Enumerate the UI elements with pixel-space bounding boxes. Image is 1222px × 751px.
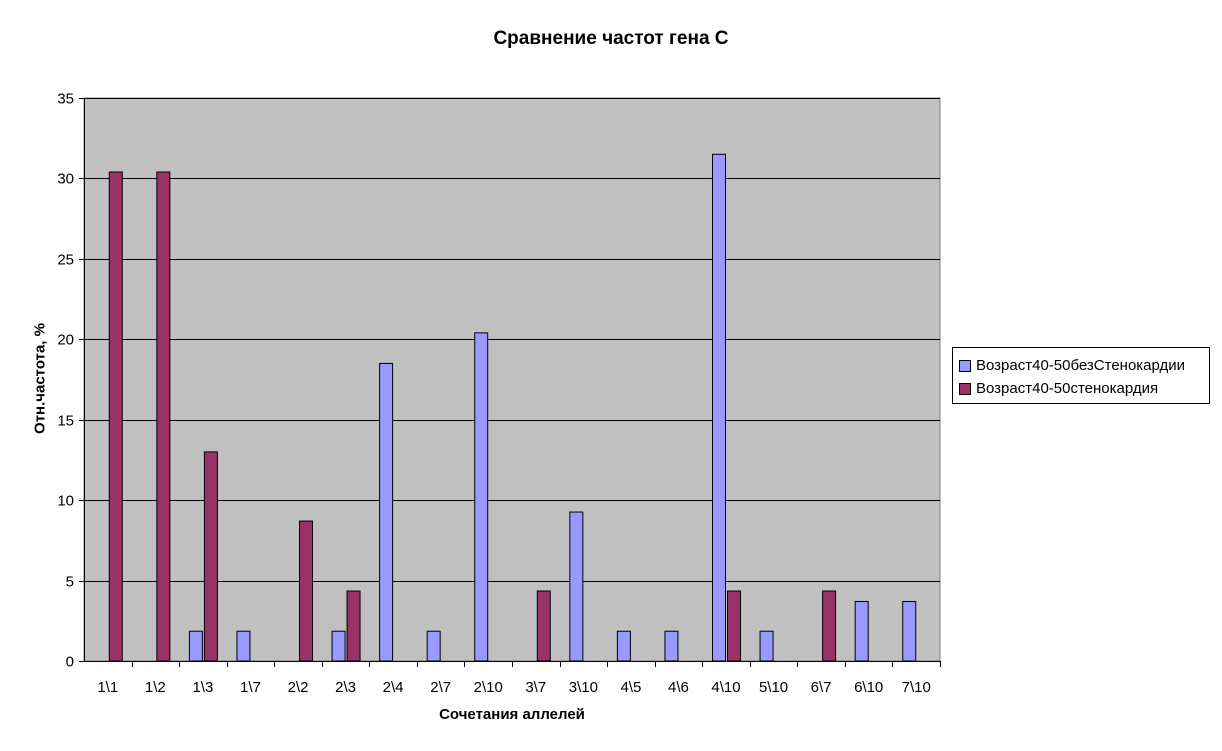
bar-series-1 — [331, 630, 346, 662]
x-tick-label: 4\6 — [668, 679, 689, 696]
bar-series-1 — [236, 630, 251, 662]
bar-series-1 — [712, 153, 726, 662]
x-tick-label: 7\10 — [902, 679, 931, 696]
bar-series-1 — [426, 630, 441, 662]
x-tick-label: 2\4 — [383, 679, 404, 696]
y-tick-label: 5 — [66, 574, 74, 591]
y-tick-label: 20 — [57, 332, 74, 349]
bar-series-2 — [536, 590, 551, 662]
x-tick-label: 1\3 — [192, 679, 213, 696]
x-tick-label: 3\10 — [569, 679, 598, 696]
bar-series-2 — [203, 451, 218, 662]
bar-series-1 — [854, 600, 869, 662]
chart-title: Сравнение частот гена С — [493, 28, 729, 49]
bar-series-2 — [346, 590, 361, 662]
bar-series-1 — [474, 332, 489, 662]
legend-swatch-series-2 — [959, 382, 971, 395]
x-axis-label: Сочетания аллелей — [439, 706, 585, 723]
bar-series-1 — [759, 630, 774, 662]
bar-series-2 — [727, 590, 741, 662]
x-tick-label: 3\7 — [525, 679, 546, 696]
legend-item-series-1: Возраст40-50безСтенокардии — [959, 354, 1209, 377]
bar-series-1 — [616, 630, 631, 662]
bar-series-2 — [108, 171, 123, 662]
y-tick-label: 10 — [57, 493, 74, 510]
y-tick-label: 25 — [57, 252, 74, 269]
legend-swatch-series-1 — [959, 359, 971, 372]
x-tick-label: 2\2 — [288, 679, 309, 696]
y-tick-label: 30 — [57, 171, 74, 188]
x-tick-label: 1\7 — [240, 679, 261, 696]
x-tick-label: 6\7 — [811, 679, 832, 696]
plot-area — [83, 97, 941, 662]
bar-series-1 — [569, 511, 584, 662]
x-tick-label: 2\10 — [474, 679, 503, 696]
x-tick-label: 2\7 — [430, 679, 451, 696]
x-tick-label: 1\1 — [97, 679, 118, 696]
legend-item-series-2: Возраст40-50стенокардия — [959, 377, 1209, 400]
x-tick-label: 4\5 — [620, 679, 641, 696]
x-tick-label: 1\2 — [145, 679, 166, 696]
x-tick-label: 2\3 — [335, 679, 356, 696]
bar-series-1 — [379, 362, 394, 662]
x-tick-label: 6\10 — [854, 679, 883, 696]
legend-label-series-2: Возраст40-50стенокардия — [976, 380, 1159, 397]
y-axis-label: Отн.частота, % — [31, 323, 49, 434]
bar-series-2 — [822, 590, 837, 662]
y-tick-label: 35 — [57, 91, 74, 108]
bar-series-1 — [902, 600, 917, 662]
bar-series-1 — [188, 630, 203, 662]
bar-series-2 — [299, 520, 313, 662]
legend: Возраст40-50безСтенокардии Возраст40-50с… — [952, 347, 1210, 404]
bar-series-2 — [156, 171, 171, 662]
y-tick-label: 15 — [57, 413, 74, 430]
x-tick-label: 5\10 — [759, 679, 788, 696]
y-tick-label: 0 — [66, 654, 74, 671]
x-tick-label: 4\10 — [711, 679, 740, 696]
legend-label-series-1: Возраст40-50безСтенокардии — [976, 357, 1186, 374]
bar-series-1 — [664, 630, 679, 662]
